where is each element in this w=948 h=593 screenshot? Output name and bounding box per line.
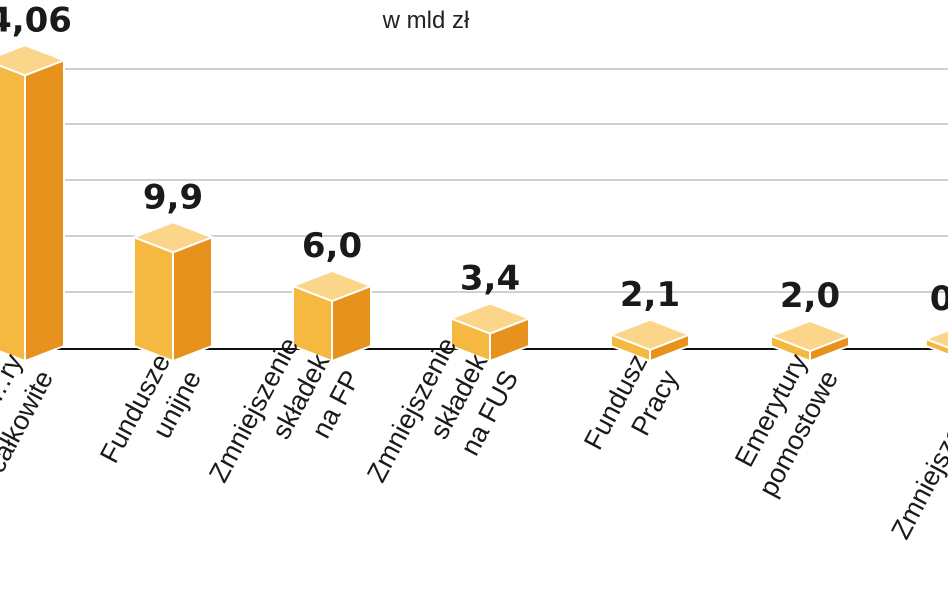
- chart-subtitle: w mld zł: [382, 7, 470, 34]
- bar-top-face: [608, 318, 692, 351]
- bar-side-face: [24, 58, 65, 363]
- value-label: 9,9: [143, 177, 203, 217]
- bar-top-face: [0, 44, 67, 77]
- value-labels: …4,06 9,9 6,0 3,4 2,1 2,0 0,…: [0, 0, 948, 319]
- value-label: 3,4: [460, 259, 520, 299]
- bar: [0, 44, 67, 363]
- bar: [290, 269, 374, 363]
- bar: [448, 302, 532, 363]
- bar-top-face: [290, 269, 374, 303]
- value-label: …4,06: [0, 0, 72, 40]
- category-label-line: Zmniejszenie…: [885, 365, 948, 543]
- bar-top-face: [768, 319, 852, 353]
- bar-side-face: [172, 235, 213, 363]
- bar-front-face: [133, 235, 174, 363]
- bar: [131, 221, 215, 363]
- value-label: 2,0: [780, 276, 840, 316]
- bar: [608, 318, 692, 363]
- bar-top-face: [448, 302, 532, 335]
- bar-front-face: [0, 64, 26, 363]
- category-label: Zmniejszenie…: [885, 365, 948, 543]
- value-label: 2,1: [620, 275, 680, 315]
- bar: [768, 319, 852, 363]
- bar: [923, 329, 948, 356]
- bar-top-face: [131, 221, 215, 254]
- value-label: 6,0: [302, 226, 362, 266]
- value-label: 0,…: [930, 279, 948, 319]
- bar-top-face: [923, 329, 948, 349]
- bar-front-face: [925, 337, 948, 356]
- bars: [0, 44, 948, 363]
